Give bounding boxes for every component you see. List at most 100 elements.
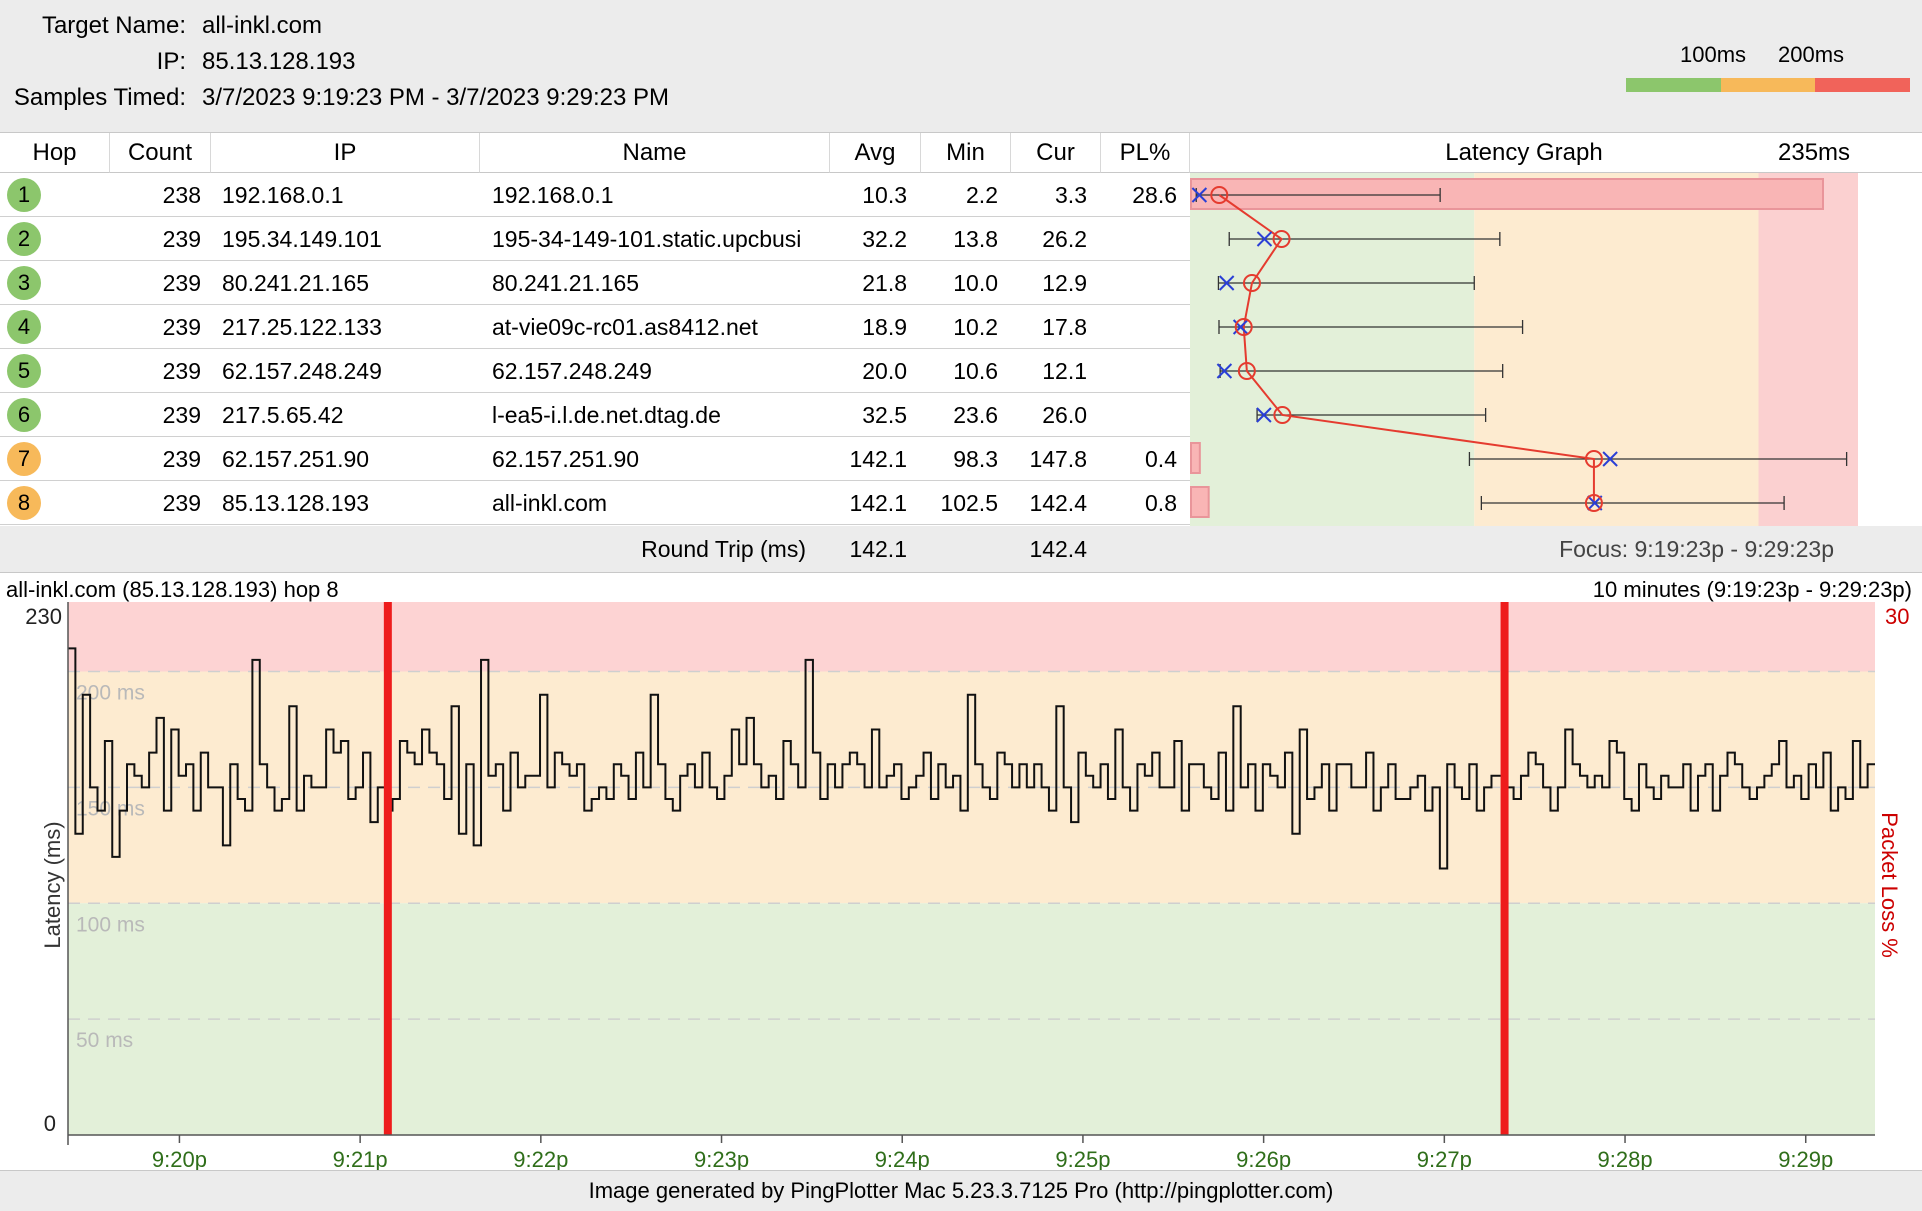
- y-max-label: 230: [25, 604, 62, 629]
- cell-avg: 18.9: [862, 314, 907, 340]
- hop-badge[interactable]: 4: [7, 310, 41, 344]
- cell-count: 239: [162, 226, 201, 252]
- cell-pl: [1101, 393, 1177, 437]
- cell-avg: 142.1: [849, 490, 907, 516]
- cell-ip: 195.34.149.101: [222, 226, 382, 252]
- row-divider: [0, 436, 1190, 437]
- cell-cur: 142.4: [1029, 490, 1087, 516]
- cell-cur: 26.2: [1042, 226, 1087, 252]
- current-latency-marker: [1216, 363, 1233, 379]
- x-tick-label: 9:24p: [875, 1147, 930, 1170]
- col-pl[interactable]: PL%: [1101, 133, 1190, 173]
- col-latency-graph[interactable]: Latency Graph: [1190, 133, 1858, 173]
- cell-cur: 12.9: [1042, 270, 1087, 296]
- hop-badge[interactable]: 6: [7, 398, 41, 432]
- cell-count: 239: [162, 402, 201, 428]
- hop-badge[interactable]: 3: [7, 266, 41, 300]
- current-latency-marker: [1218, 275, 1235, 291]
- col-ip[interactable]: IP: [211, 133, 480, 173]
- cell-ip: 217.5.65.42: [222, 402, 344, 428]
- cell-name: all-inkl.com: [492, 490, 608, 516]
- cell-pl: [1101, 349, 1177, 393]
- cell-avg: 20.0: [862, 358, 907, 384]
- y-axis-label: Latency (ms): [40, 821, 65, 948]
- col-count[interactable]: Count: [110, 133, 211, 173]
- row-divider: [0, 216, 1190, 217]
- hop-badge[interactable]: 2: [7, 222, 41, 256]
- cell-pl: 28.6: [1132, 182, 1177, 208]
- cell-avg: 142.1: [849, 446, 907, 472]
- focus-range: Focus: 9:19:23p - 9:29:23p: [1559, 536, 1834, 562]
- cell-name: 62.157.251.90: [492, 446, 640, 472]
- cell-name: l-ea5-i.l.de.net.dtag.de: [492, 402, 721, 428]
- legend-swatch-bad: [1815, 78, 1911, 92]
- col-name[interactable]: Name: [480, 133, 830, 173]
- cell-pl: [1101, 217, 1177, 261]
- current-latency-marker: [1256, 407, 1272, 423]
- y2-axis-label: Packet Loss %: [1877, 812, 1902, 958]
- x-tick-label: 9:25p: [1055, 1147, 1110, 1170]
- avg-latency-marker: [1237, 362, 1256, 380]
- cell-avg: 21.8: [862, 270, 907, 296]
- col-hop[interactable]: Hop: [0, 133, 110, 173]
- x-tick-label: 9:23p: [694, 1147, 749, 1170]
- legend-swatch-good: [1626, 78, 1721, 92]
- latency-series-line: [68, 647, 1875, 870]
- target-name-label: Target Name:: [41, 12, 186, 39]
- hop-latency-graph: [1190, 173, 1858, 527]
- graph-max-label: 235ms: [1778, 139, 1851, 166]
- gridline-label: 150 ms: [76, 797, 145, 820]
- round-trip-cur: 142.4: [1029, 536, 1087, 562]
- cell-ip: 80.241.21.165: [222, 270, 370, 296]
- cell-name: at-vie09c-rc01.as8412.net: [492, 314, 758, 340]
- packet-loss-marker[interactable]: [383, 602, 392, 1135]
- cell-pl: [1101, 261, 1177, 305]
- col-cur[interactable]: Cur: [1011, 133, 1101, 173]
- legend-100ms: 100ms: [1680, 42, 1747, 67]
- graph-zone-good: [1190, 173, 1475, 527]
- ip-label: IP:: [156, 48, 186, 75]
- samples-timed-value: 3/7/2023 9:19:23 PM - 3/7/2023 9:29:23 P…: [202, 84, 669, 111]
- chart-time-range: 10 minutes (9:19:23p - 9:29:23p): [1592, 577, 1912, 602]
- packet-loss-bar: [1190, 486, 1210, 518]
- x-tick-label: 9:21p: [333, 1147, 388, 1170]
- chart-title: all-inkl.com (85.13.128.193) hop 8: [6, 577, 339, 602]
- cell-count: 238: [162, 182, 201, 208]
- col-avg[interactable]: Avg: [830, 133, 921, 173]
- cell-min: 10.0: [953, 270, 998, 296]
- legend-200ms: 200ms: [1778, 42, 1845, 67]
- col-min[interactable]: Min: [921, 133, 1011, 173]
- gridline-label: 200 ms: [76, 682, 145, 705]
- cell-avg: 32.5: [862, 402, 907, 428]
- current-latency-marker: [1256, 231, 1273, 247]
- avg-latency-marker: [1273, 406, 1292, 424]
- current-latency-marker: [1232, 319, 1249, 335]
- cell-pl: 0.4: [1145, 446, 1177, 472]
- cell-avg: 32.2: [862, 226, 907, 252]
- x-tick-label: 9:26p: [1236, 1147, 1291, 1170]
- col-filler: [1858, 133, 1922, 173]
- hop-badge[interactable]: 1: [7, 178, 41, 212]
- avg-latency-marker: [1234, 318, 1253, 336]
- avg-latency-marker: [1584, 450, 1603, 468]
- hop-badge[interactable]: 8: [7, 486, 41, 520]
- cell-min: 98.3: [953, 446, 998, 472]
- x-tick-label: 9:20p: [152, 1147, 207, 1170]
- hop-badge[interactable]: 5: [7, 354, 41, 388]
- row-divider: [0, 480, 1190, 481]
- row-divider: [0, 524, 1190, 525]
- cell-avg: 10.3: [862, 182, 907, 208]
- cell-ip: 85.13.128.193: [222, 490, 370, 516]
- packet-loss-bar: [1190, 178, 1824, 210]
- chart-zone-bad: [68, 602, 1875, 672]
- cell-pl: [1101, 305, 1177, 349]
- graph-zone-bad: [1758, 173, 1858, 527]
- x-tick-label: 9:27p: [1417, 1147, 1472, 1170]
- hop-badge[interactable]: 7: [7, 442, 41, 476]
- packet-loss-marker[interactable]: [1500, 602, 1509, 1135]
- cell-min: 23.6: [953, 402, 998, 428]
- cell-cur: 147.8: [1029, 446, 1087, 472]
- avg-latency-marker: [1272, 230, 1291, 248]
- latency-timeline-chart[interactable]: 200 ms 150 ms 100 ms 50 ms 9:20p 9:21p 9:22p 9:…: [0, 600, 1922, 1170]
- cell-ip: 62.157.251.90: [222, 446, 370, 472]
